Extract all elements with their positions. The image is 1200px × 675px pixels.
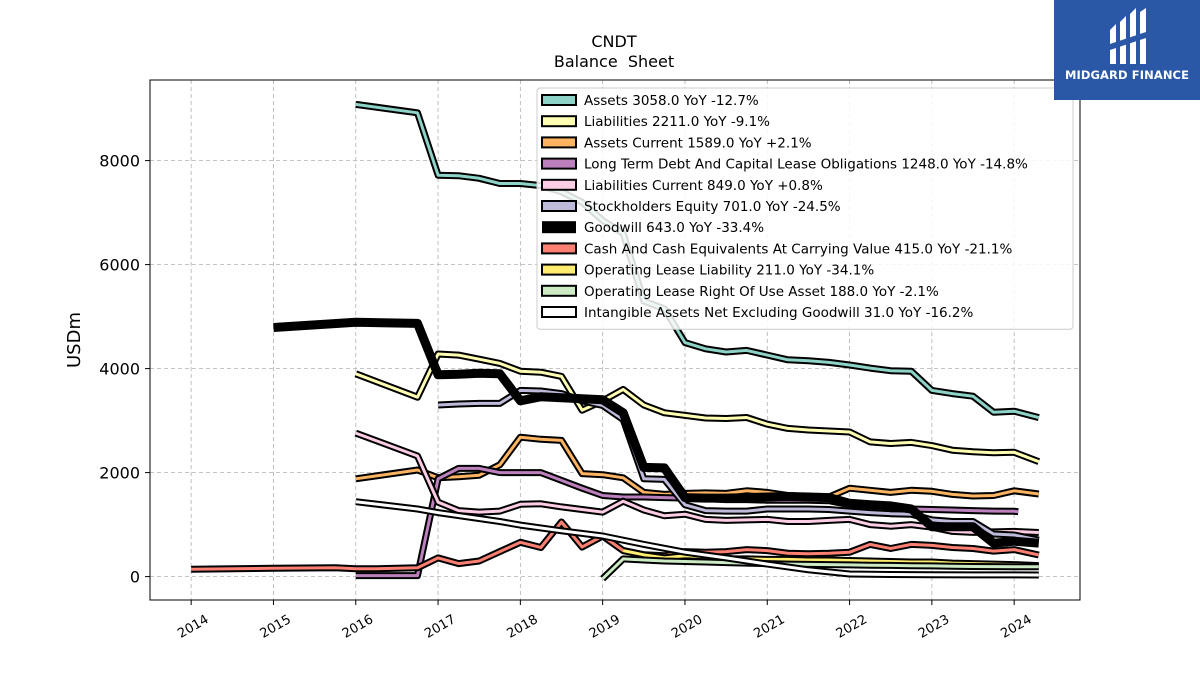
legend-box (536, 87, 1074, 330)
series-line-6 (273, 317, 1040, 548)
x-tick-label: 2017 (422, 612, 458, 642)
logo-text: MIDGARD FINANCE (1064, 68, 1190, 82)
legend-item: Intangible Assets Net Excluding Goodwill… (541, 305, 974, 321)
y-tick-label: 2000 (99, 464, 140, 483)
legend-item: Assets Current 1589.0 YoY +2.1% (541, 135, 812, 151)
x-tick-label: 2020 (669, 612, 705, 642)
midgard-finance-logo: MIDGARD FINANCE (1054, 0, 1200, 100)
x-tick-label: 2016 (340, 612, 376, 642)
plot-frame (149, 79, 1081, 601)
x-tick-label: 2014 (175, 612, 211, 642)
series-line-0 (355, 100, 1040, 421)
chart-title: CNDT (591, 32, 636, 51)
legend-label: Goodwill 643.0 YoY -33.4% (584, 220, 764, 236)
legend-label: Assets Current 1589.0 YoY +2.1% (584, 135, 812, 151)
series-line-9 (600, 555, 1039, 582)
series-line-2 (355, 433, 1040, 501)
legend-label: Assets 3058.0 YoY -12.7% (584, 93, 759, 109)
legend-item: Cash And Cash Equivalents At Carrying Va… (541, 241, 1012, 257)
series-line-1 (354, 350, 1041, 465)
y-tick-label: 4000 (99, 360, 140, 379)
legend-item: Operating Lease Liability 211.0 YoY -34.… (541, 263, 874, 279)
legend-label: Liabilities 2211.0 YoY -9.1% (584, 114, 770, 130)
legend-label: Operating Lease Liability 211.0 YoY -34.… (584, 263, 874, 279)
legend-item: Liabilities Current 849.0 YoY +0.8% (541, 178, 823, 194)
legend-item: Liabilities 2211.0 YoY -9.1% (541, 114, 770, 130)
y-axis-label: USDm (64, 312, 85, 368)
legend-label: Liabilities Current 849.0 YoY +0.8% (584, 178, 823, 194)
legend-item: Goodwill 643.0 YoY -33.4% (542, 220, 764, 236)
series-line-10 (355, 498, 1039, 579)
legend-label: Stockholders Equity 701.0 YoY -24.5% (584, 199, 841, 215)
legend-label: Operating Lease Right Of Use Asset 188.0… (584, 284, 939, 300)
series-lines (191, 100, 1041, 582)
x-tick-label: 2024 (998, 612, 1034, 642)
series-line-5 (437, 386, 1040, 544)
x-tick-label: 2018 (505, 612, 541, 642)
legend-label: Intangible Assets Net Excluding Goodwill… (584, 305, 974, 321)
x-tick-label: 2015 (258, 612, 294, 642)
chart-subtitle: Balance Sheet (554, 52, 674, 71)
y-tick-label: 8000 (99, 152, 140, 171)
x-tick-label: 2019 (587, 612, 623, 642)
legend-item: Assets 3058.0 YoY -12.7% (541, 93, 759, 109)
x-tick-label: 2021 (751, 612, 787, 642)
x-tick-label: 2023 (916, 612, 952, 642)
legend: Assets 3058.0 YoY -12.7% Liabilities 2211… (536, 87, 1074, 330)
logo-mark-icon (1110, 8, 1146, 64)
y-tick-label: 6000 (99, 256, 140, 275)
x-tick-label: 2022 (834, 612, 870, 642)
legend-item: Operating Lease Right Of Use Asset 188.0… (541, 284, 939, 300)
legend-item: Stockholders Equity 701.0 YoY -24.5% (541, 199, 841, 215)
legend-label: Cash And Cash Equivalents At Carrying Va… (584, 241, 1012, 257)
legend-label: Long Term Debt And Capital Lease Obligat… (584, 157, 1028, 173)
legend-item: Long Term Debt And Capital Lease Obligat… (541, 157, 1028, 173)
y-tick-label: 0 (130, 568, 140, 587)
